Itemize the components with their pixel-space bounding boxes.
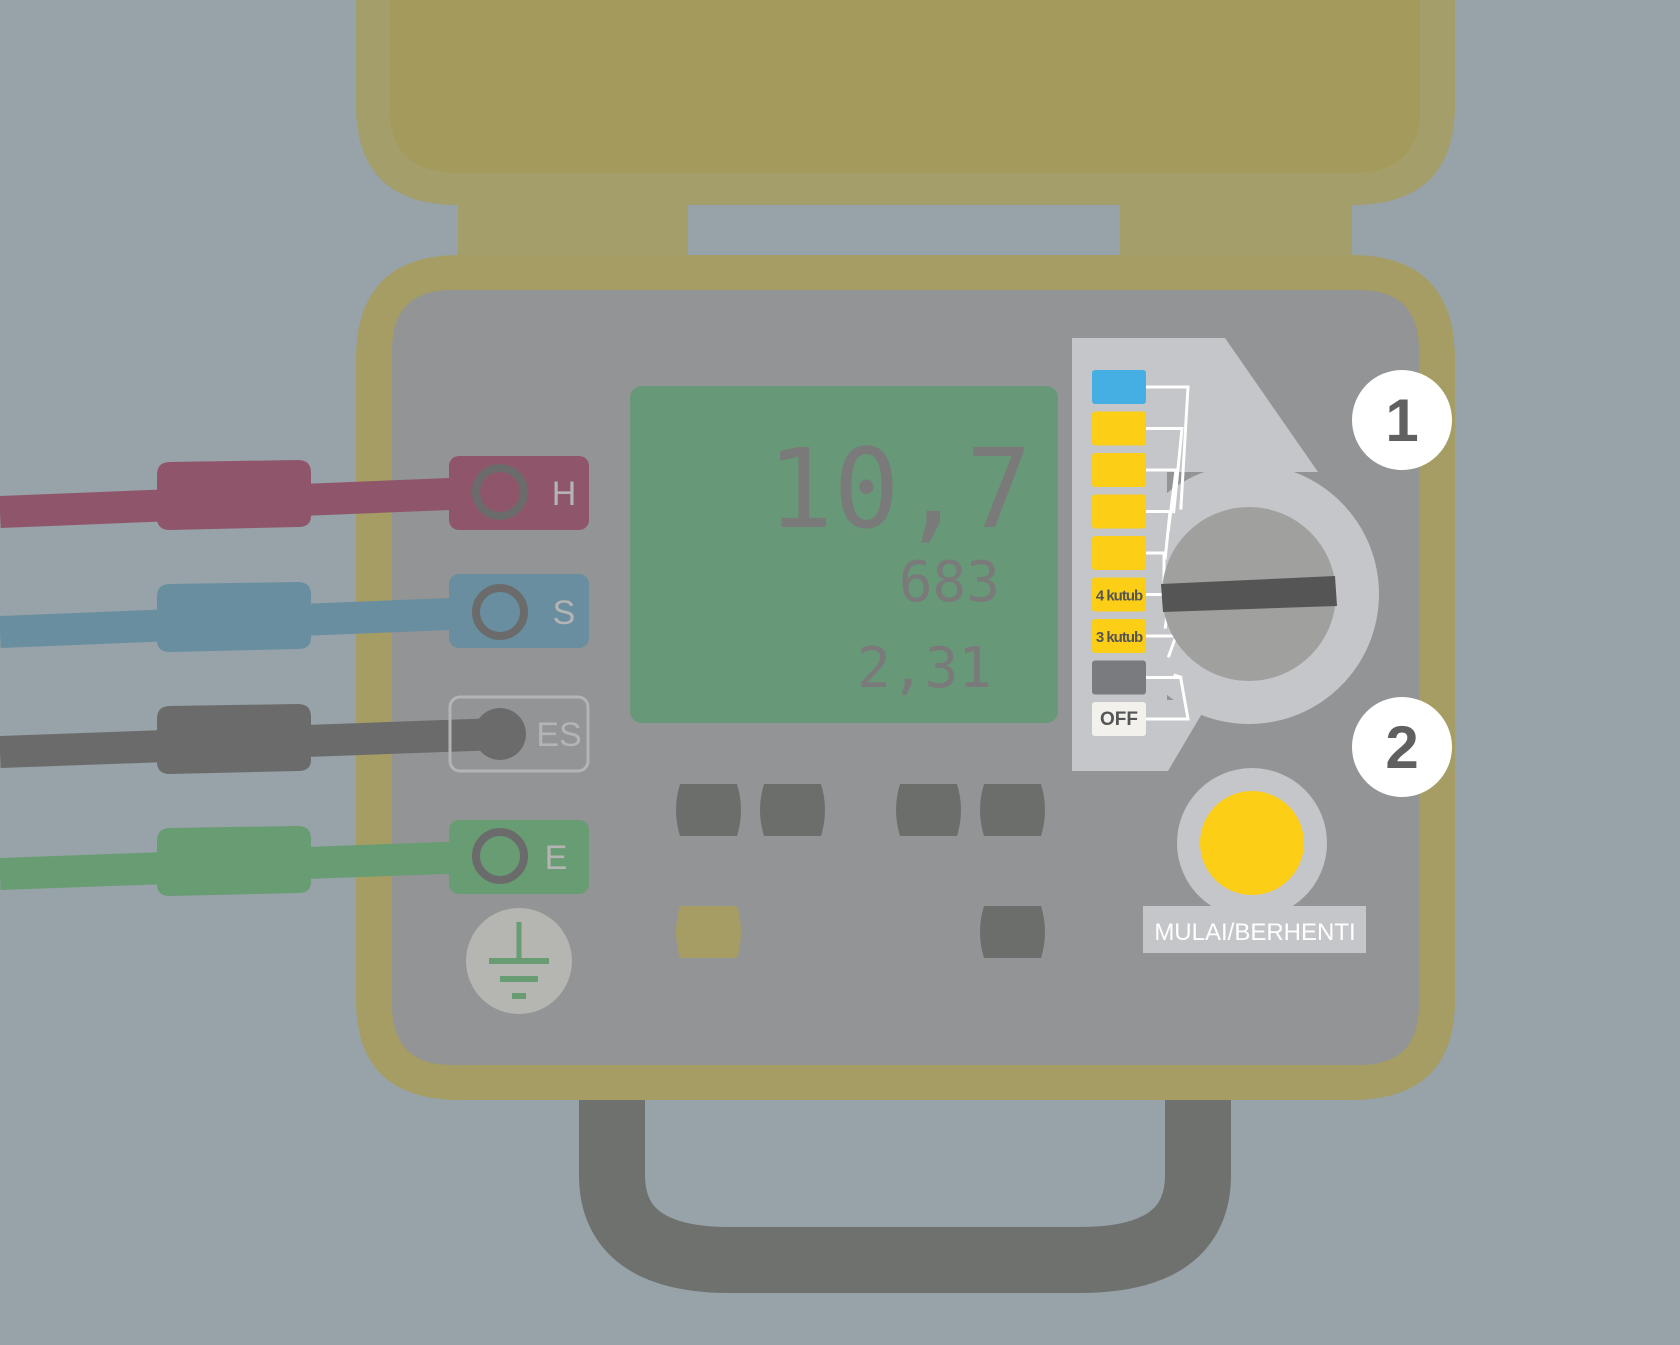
switch-position-swatch — [1092, 536, 1146, 570]
lead-s — [0, 582, 501, 652]
terminal-s[interactable]: S — [449, 574, 589, 648]
terminal-e[interactable]: E — [449, 820, 589, 894]
switch-position-5[interactable] — [1092, 536, 1146, 570]
switch-position-6[interactable]: 4 kutub — [1092, 577, 1146, 612]
connector-line — [1146, 673, 1183, 679]
step-1-number: 1 — [1385, 387, 1418, 454]
switch-position-label: OFF — [1100, 709, 1138, 730]
switch-position-swatch — [1092, 619, 1146, 653]
lid-hinge-right — [1120, 205, 1352, 257]
start-stop-label: MULAI/BERHENTI — [1154, 919, 1355, 946]
lead-h — [0, 460, 501, 530]
switch-position-swatch — [1092, 453, 1146, 487]
switch-position-swatch — [1092, 660, 1146, 695]
switch-position-swatch — [1092, 411, 1146, 446]
switch-position-swatch — [1092, 702, 1146, 736]
terminal-es-label: ES — [536, 716, 581, 754]
rotary-knob[interactable] — [1161, 507, 1337, 681]
rotary-selector: 4 kutub 3 kutub OFF — [1072, 338, 1379, 771]
connector-line — [1146, 678, 1190, 721]
lid-hinge-left — [458, 205, 688, 257]
connector-line — [1146, 427, 1184, 514]
main-reading: 10,7 — [767, 425, 1032, 553]
lcd-display: 10,7 683 2,31 — [630, 386, 1058, 723]
switch-position-swatch — [1092, 494, 1146, 529]
start-stop-button-cap[interactable] — [1200, 791, 1304, 895]
switch-position-label: 4 kutub — [1096, 588, 1143, 605]
switch-position-7[interactable]: 3 kutub — [1092, 619, 1146, 653]
start-stop-button[interactable]: MULAI/BERHENTI — [1143, 768, 1366, 953]
switch-position-3[interactable] — [1092, 453, 1146, 487]
terminal-e-label: E — [545, 839, 568, 877]
terminal-h[interactable]: H — [449, 456, 589, 530]
function-key-6[interactable] — [980, 906, 1045, 958]
step-marker-1: 1 — [1352, 370, 1452, 470]
switch-position-swatch — [1092, 370, 1146, 404]
step-marker-2: 2 — [1352, 697, 1452, 797]
switch-position-swatch — [1092, 577, 1146, 612]
terminal-s-label: S — [553, 594, 576, 632]
third-reading: 2,31 — [857, 636, 992, 701]
switch-position-1[interactable] — [1092, 370, 1146, 404]
function-key-1[interactable] — [676, 784, 741, 836]
switch-position-9[interactable]: OFF — [1092, 702, 1146, 736]
switch-position-list: 4 kutub 3 kutub OFF — [1092, 370, 1146, 736]
test-leads — [0, 460, 501, 896]
switch-position-2[interactable] — [1092, 411, 1146, 446]
lead-e — [0, 826, 501, 896]
second-reading: 683 — [899, 550, 1000, 615]
function-key-5[interactable] — [676, 906, 741, 958]
switch-position-8[interactable] — [1092, 660, 1146, 695]
carry-handle — [579, 1100, 1231, 1293]
function-keys — [676, 784, 1045, 958]
terminal-h-label: H — [552, 475, 577, 513]
connector-line — [1146, 385, 1190, 510]
switch-position-label: 3 kutub — [1096, 629, 1143, 646]
case-lid — [356, 0, 1455, 257]
function-key-2[interactable] — [760, 784, 825, 836]
switch-position-4[interactable] — [1092, 494, 1146, 529]
start-stop-label-plate — [1143, 906, 1366, 953]
function-key-3[interactable] — [896, 784, 961, 836]
lead-es — [0, 704, 501, 774]
ground-icon — [466, 908, 572, 1014]
knob-pointer — [1161, 576, 1337, 612]
terminal-es[interactable]: ES — [448, 695, 590, 773]
function-key-4[interactable] — [980, 784, 1045, 836]
connector-line — [1146, 510, 1172, 560]
step-2-number: 2 — [1385, 714, 1418, 781]
